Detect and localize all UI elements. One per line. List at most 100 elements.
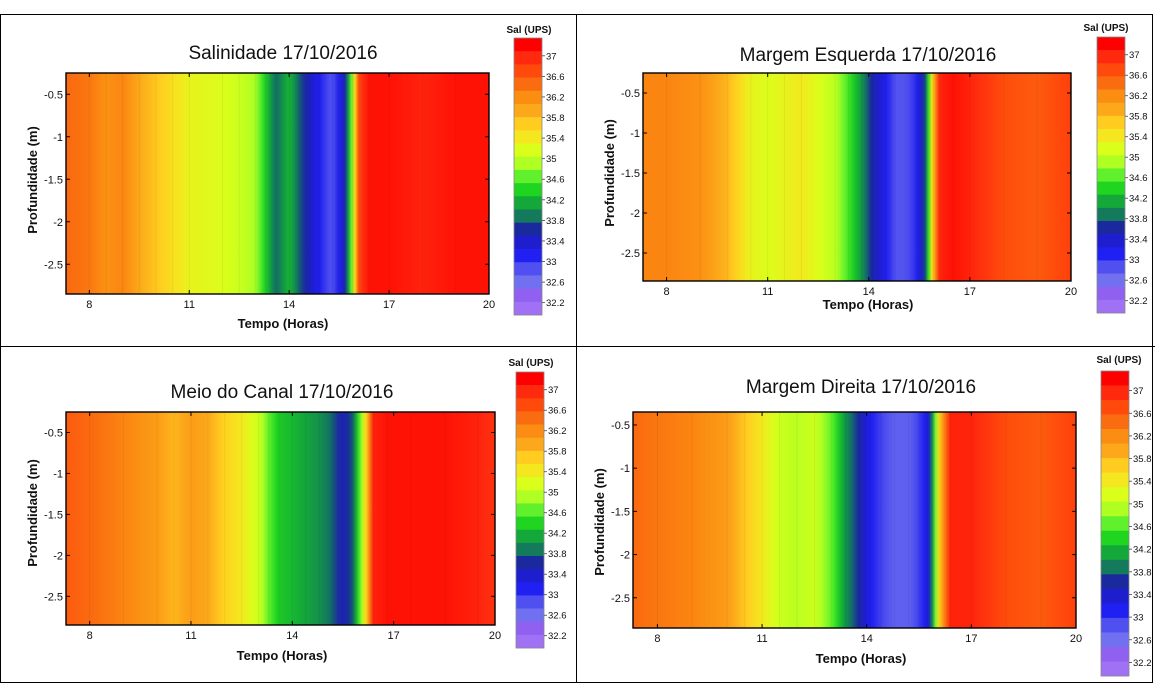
colorbar-swatch (516, 542, 544, 557)
colorbar-label: 34.2 (1129, 194, 1148, 205)
colorbar-swatch (514, 301, 542, 316)
y-tick-label: -1 (53, 132, 63, 144)
y-tick-label: -1.5 (44, 174, 63, 186)
colorbar-label: 33.4 (1133, 590, 1152, 601)
x-tick-label: 14 (283, 299, 295, 311)
colorbar-swatch (514, 196, 542, 210)
colorbar-swatch (1101, 603, 1129, 619)
x-tick-label: 17 (383, 299, 395, 311)
colorbar-swatch (514, 249, 542, 263)
plot-frame (632, 411, 1077, 629)
colorbar-frame (1096, 36, 1126, 314)
y-tick-label: -0.5 (44, 427, 63, 439)
colorbar-swatch (1101, 530, 1129, 546)
y-tick-label: -2.5 (611, 593, 630, 605)
colorbar-label: 35 (548, 488, 559, 499)
colorbar-swatch (1097, 207, 1125, 222)
panel-title: Margem Direita 17/10/2016 (746, 377, 976, 398)
colorbar-frame (1100, 370, 1130, 677)
colorbar-swatch (1101, 429, 1129, 444)
colorbar-swatch (1097, 89, 1125, 104)
colorbar-swatch (1097, 155, 1125, 169)
colorbar-swatch (516, 582, 544, 596)
colorbar-swatch (1101, 443, 1129, 459)
colorbar-label: 32.6 (1133, 635, 1152, 646)
colorbar-label: 35 (1129, 153, 1140, 164)
y-tick-label: -2.5 (44, 591, 63, 603)
colorbar-label: 33 (1129, 255, 1140, 266)
colorbar-swatch (514, 235, 542, 250)
colorbar-swatch (1097, 102, 1125, 117)
plot-area: 8 11 14 17 20 -0.5 -1 -1.5 -2 -2.5 (44, 411, 501, 642)
plot-frame (65, 411, 496, 626)
x-axis-label: Tempo (Horas) (816, 651, 907, 666)
colorbar-title: Sal (UPS) (508, 358, 553, 369)
colorbar-label: 35.4 (548, 467, 567, 478)
colorbar-swatch (1101, 617, 1129, 633)
colorbar-label: 37 (1133, 386, 1144, 397)
colorbar-swatch (514, 183, 542, 197)
colorbar-label: 36.2 (546, 92, 565, 103)
colorbar-label: 36.2 (1133, 431, 1152, 442)
colorbar-swatch (514, 275, 542, 289)
colorbar-label: 36.6 (1129, 71, 1148, 82)
colorbar-swatch (516, 556, 544, 570)
colorbar-swatch (1097, 168, 1125, 182)
x-tick-label: 11 (756, 633, 767, 645)
colorbar-label: 36.2 (548, 426, 567, 437)
x-tick-label: 20 (489, 630, 501, 642)
colorbar-label: 37 (546, 51, 557, 62)
colorbar-label: 33.4 (548, 570, 567, 581)
y-axis-label: Profundidade (m) (25, 459, 40, 567)
colorbar-swatch (1101, 574, 1129, 590)
colorbar-swatch (516, 464, 544, 478)
colorbar-swatch (1097, 234, 1125, 248)
colorbar-label: 34.2 (546, 195, 565, 206)
colorbar-label: 37 (548, 385, 559, 396)
x-tick-label: 8 (664, 286, 670, 298)
y-tick-label: -2 (53, 217, 63, 229)
y-tick-label: -1 (630, 128, 640, 140)
colorbar-label: 33 (548, 590, 559, 601)
x-tick-label: 17 (965, 633, 977, 645)
colorbar-label: 33.4 (1129, 235, 1148, 246)
colorbar-swatch (514, 169, 542, 184)
colorbar-swatch (1101, 559, 1129, 575)
colorbar-swatch (1097, 37, 1125, 51)
plot-area: 8 11 14 17 20 -0.5 -1 -1.5 -2 -2.5 (621, 72, 1077, 298)
colorbar-swatch (516, 621, 544, 636)
colorbar-label: 33.8 (1133, 567, 1152, 578)
y-tick-label: -2 (620, 550, 630, 562)
colorbar-label: 34.6 (1129, 173, 1148, 184)
plot-frame (642, 72, 1072, 282)
colorbar-swatch (1101, 646, 1129, 662)
y-tick-label: -0.5 (621, 88, 640, 100)
colorbar-swatch (1101, 501, 1129, 517)
colorbar-swatch (514, 156, 542, 171)
panel-salinidade: 8 11 14 17 20 -0.5 -1 -1.5 -2 -2.5 Salinidade 17/… (25, 25, 565, 331)
colorbar-label: 37 (1129, 50, 1140, 61)
colorbar-label: 32.2 (1129, 296, 1148, 307)
colorbar-label: 33.8 (1129, 214, 1148, 225)
colorbar-swatch (514, 143, 542, 158)
x-tick-label: 11 (762, 286, 773, 298)
colorbar-swatch (516, 608, 544, 623)
colorbar: Sal (UPS) 37 36.6 36.2 35.8 35.4 35 34.6 34.2 33… (1083, 23, 1148, 314)
colorbar-swatch (1097, 299, 1125, 314)
colorbar-swatch (516, 450, 544, 465)
colorbar-swatch (514, 130, 542, 144)
plot-frame (65, 72, 490, 295)
colorbar-label: 32.2 (548, 631, 567, 642)
colorbar-label: 35.4 (1133, 477, 1152, 488)
colorbar-swatch (516, 372, 544, 386)
colorbar-swatch (514, 51, 542, 65)
panel-title: Margem Esquerda 17/10/2016 (740, 45, 997, 66)
colorbar-swatch (1097, 50, 1125, 64)
colorbar-swatch (514, 77, 542, 92)
panel-margem-direita: 8 11 14 17 20 -0.5 -1 -1.5 -2 -2.5 Margem Direita… (592, 355, 1152, 677)
colorbar-swatch (516, 411, 544, 425)
colorbar-swatch (516, 516, 544, 531)
colorbar-swatch (1097, 63, 1125, 77)
x-tick-label: 11 (185, 630, 196, 642)
